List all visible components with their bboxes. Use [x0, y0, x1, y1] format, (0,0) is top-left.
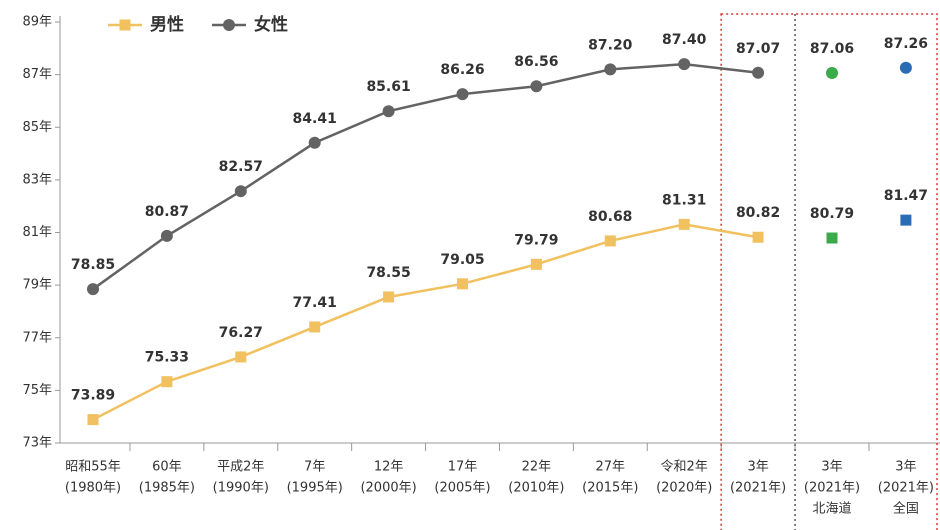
x-tick-label: (2021年) [730, 481, 786, 496]
value-label: 80.79 [810, 206, 854, 222]
x-tick-label: 令和2年 [661, 460, 708, 475]
marker [826, 67, 838, 80]
x-tick-label: 3年 [895, 460, 916, 475]
value-label: 79.79 [514, 232, 558, 248]
y-tick-label: 75年 [22, 383, 52, 398]
x-tick-label: (2010年) [508, 481, 564, 496]
y-tick-label: 73年 [22, 436, 52, 451]
x-tick-label: (2015年) [582, 481, 638, 496]
value-label: 80.68 [588, 209, 632, 225]
marker [899, 61, 912, 74]
legend-label: 女性 [254, 14, 288, 35]
y-tick-label: 81年 [22, 225, 52, 240]
value-label: 86.56 [514, 54, 558, 70]
highlight-frame [720, 13, 938, 530]
value-label: 79.05 [440, 252, 484, 268]
value-label: 73.89 [71, 388, 115, 404]
value-label: 78.85 [71, 257, 115, 273]
value-label: 87.07 [736, 41, 780, 57]
x-tick-label: (1980年) [65, 481, 121, 496]
marker [530, 258, 542, 270]
x-tick-label: (2020年) [656, 481, 712, 496]
value-label: 87.26 [884, 36, 928, 52]
marker [900, 214, 912, 226]
x-tick-label: (2000年) [360, 481, 416, 496]
y-tick-label: 77年 [22, 330, 52, 345]
x-tick-label: 17年 [448, 460, 478, 475]
y-tick-label: 87年 [22, 67, 52, 82]
marker [456, 88, 469, 101]
x-tick-label: (1985年) [139, 481, 195, 496]
value-label: 81.47 [884, 188, 928, 204]
series-line [92, 223, 759, 421]
y-tick-label: 89年 [22, 15, 52, 30]
marker [604, 63, 617, 76]
x-tick-label: 全国 [893, 501, 919, 517]
value-label: 87.40 [662, 32, 707, 48]
legend-marker [119, 19, 131, 31]
value-label: 77.41 [293, 295, 337, 311]
marker [235, 351, 247, 363]
y-tick-label: 79年 [22, 278, 52, 293]
value-label: 78.55 [366, 265, 410, 281]
value-label: 81.31 [662, 192, 706, 208]
marker [309, 321, 321, 333]
value-label: 87.06 [810, 41, 854, 57]
value-label: 84.41 [293, 111, 337, 127]
x-tick-label: 27年 [596, 460, 626, 475]
x-tick-label: 平成2年 [217, 460, 264, 475]
marker [752, 66, 765, 79]
value-label: 85.61 [366, 79, 410, 95]
marker [604, 235, 616, 247]
marker [234, 185, 247, 198]
x-tick-label: 60年 [152, 460, 182, 475]
value-label: 80.82 [736, 205, 780, 221]
value-label: 80.87 [145, 204, 189, 220]
value-label: 75.33 [145, 350, 189, 366]
x-tick-label: 3年 [821, 460, 842, 475]
x-tick-label: (2005年) [434, 481, 490, 496]
series-line [92, 62, 759, 291]
x-tick-label: 昭和55年 [65, 460, 121, 475]
marker [87, 414, 99, 426]
x-tick-label: (1995年) [287, 481, 343, 496]
x-tick-label: (1990年) [213, 481, 269, 496]
value-label: 76.27 [219, 325, 263, 341]
x-tick-label: (2021年) [804, 481, 860, 496]
marker [383, 291, 395, 303]
value-label: 86.26 [440, 62, 484, 78]
y-tick-label: 85年 [22, 120, 52, 135]
marker [161, 376, 173, 388]
marker [382, 105, 395, 118]
legend-marker [223, 19, 235, 31]
marker [457, 278, 468, 290]
marker [826, 232, 838, 244]
value-label: 82.57 [219, 159, 263, 175]
x-tick-label: (2021年) [878, 481, 934, 496]
marker [160, 229, 173, 242]
marker [752, 231, 764, 243]
x-tick-label: 3年 [747, 460, 768, 475]
legend-label: 男性 [150, 14, 184, 35]
x-tick-label: 12年 [374, 460, 404, 475]
x-tick-label: 22年 [522, 460, 552, 475]
marker [308, 136, 321, 149]
marker [678, 218, 690, 230]
y-tick-label: 83年 [22, 172, 52, 187]
marker [530, 80, 543, 93]
marker [678, 58, 691, 71]
x-tick-label: 7年 [304, 460, 325, 475]
value-label: 87.20 [588, 37, 633, 53]
marker [87, 283, 99, 296]
x-tick-label: 北海道 [812, 502, 851, 517]
